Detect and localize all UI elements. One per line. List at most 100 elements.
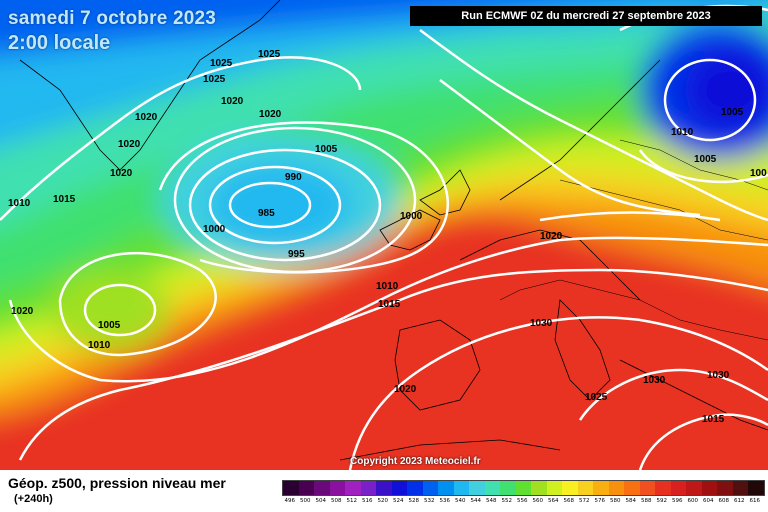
isobar-label: 1010 xyxy=(88,340,111,351)
scale-swatch xyxy=(531,481,547,495)
scale-swatch xyxy=(422,481,438,495)
scale-tick-label: 552 xyxy=(501,498,513,504)
isobar-label: 1015 xyxy=(378,299,401,310)
scale-swatch xyxy=(453,481,469,495)
scale-swatch xyxy=(360,481,376,495)
scale-tick-label: 544 xyxy=(470,498,482,504)
scale-swatch xyxy=(329,481,345,495)
isobar-labels: 1025 1025 1025 1020 1020 1020 1020 1020 … xyxy=(8,49,767,425)
scale-tick-label: 524 xyxy=(393,498,404,504)
scale-tick-label: 600 xyxy=(687,498,699,504)
isobar-label: 1030 xyxy=(707,370,730,381)
scale-tick-label: 556 xyxy=(517,498,528,504)
isobar-label: 1025 xyxy=(203,74,226,85)
scale-tick-label: 568 xyxy=(563,498,575,504)
isobar-label: 1030 xyxy=(643,375,666,386)
legend-subtitle: (+240h) xyxy=(14,493,53,505)
scale-tick-label: 572 xyxy=(579,498,590,504)
scale-swatch xyxy=(624,481,640,495)
scale-tick-label: 520 xyxy=(377,498,389,504)
isobar-label: 1020 xyxy=(259,109,282,120)
scale-swatch xyxy=(562,481,578,495)
isobar-label: 1020 xyxy=(110,168,133,179)
scale-tick-label: 528 xyxy=(408,498,420,504)
isobar-label: 1025 xyxy=(585,392,608,403)
scale-swatch xyxy=(391,481,407,495)
scale-swatch xyxy=(593,481,609,495)
scale-tick-label: 608 xyxy=(718,498,730,504)
scale-tick-label: 580 xyxy=(610,498,621,504)
scale-swatch xyxy=(438,481,454,495)
scale-swatch xyxy=(701,481,717,495)
isobar-label: 1020 xyxy=(394,384,417,395)
color-scale xyxy=(282,480,765,496)
isobar-label: 100 xyxy=(750,168,767,179)
forecast-time-title: 2:00 locale xyxy=(8,32,111,54)
isobar-label: 1030 xyxy=(530,318,553,329)
isobar-label: 1010 xyxy=(376,281,399,292)
isobar-label: 1005 xyxy=(694,154,717,165)
scale-tick-label: 496 xyxy=(284,498,296,504)
isobar-label: 985 xyxy=(258,208,275,219)
isobar-label: 1000 xyxy=(400,211,423,222)
isobar-label: 1015 xyxy=(702,414,725,425)
scale-tick-label: 612 xyxy=(734,498,745,504)
scale-tick-label: 576 xyxy=(594,498,606,504)
model-run-info: Run ECMWF 0Z du mercredi 27 septembre 20… xyxy=(410,6,762,26)
color-scale-ticks: 496 500 504 508 512 516 520 524 528 532 536 540 544 5… xyxy=(282,498,763,504)
scale-swatch xyxy=(717,481,733,495)
scale-swatch xyxy=(732,481,748,495)
scale-tick-label: 516 xyxy=(362,498,373,504)
isobar-label: 1025 xyxy=(258,49,281,60)
isobar-label: 1020 xyxy=(540,231,563,242)
scale-swatch xyxy=(608,481,624,495)
map-canvas: 1025 1025 1025 1020 1020 1020 1020 1020 … xyxy=(0,0,768,470)
legend-title: Géop. z500, pression niveau mer xyxy=(8,475,226,491)
coastlines xyxy=(19,0,768,461)
scale-tick-label: 596 xyxy=(672,498,683,504)
isobar-label: 1000 xyxy=(203,224,226,235)
scale-tick-label: 500 xyxy=(300,498,311,504)
scale-swatch xyxy=(670,481,686,495)
isobar-label: 1015 xyxy=(53,194,76,205)
scale-swatch xyxy=(748,481,764,495)
weather-map: 1025 1025 1025 1020 1020 1020 1020 1020 … xyxy=(0,0,768,470)
copyright-text: Copyright 2023 Meteociel.fr xyxy=(350,456,481,467)
isobar-label: 1020 xyxy=(11,306,34,317)
isobars xyxy=(0,4,768,470)
scale-tick-label: 504 xyxy=(315,498,327,504)
isobar-label: 1020 xyxy=(221,96,244,107)
isobar-label: 1010 xyxy=(8,198,31,209)
scale-swatch xyxy=(515,481,531,495)
scale-swatch xyxy=(639,481,655,495)
scale-tick-label: 512 xyxy=(346,498,358,504)
forecast-date-title: samedi 7 octobre 2023 xyxy=(8,8,217,29)
scale-tick-label: 508 xyxy=(331,498,342,504)
scale-swatch xyxy=(484,481,500,495)
isobar-label: 990 xyxy=(285,172,302,183)
isobar-label: 1005 xyxy=(98,320,121,331)
scale-swatch xyxy=(283,481,299,495)
isobar-label: 1010 xyxy=(671,127,694,138)
scale-swatch xyxy=(577,481,593,495)
scale-swatch xyxy=(376,481,392,495)
isobar-label: 1005 xyxy=(315,144,338,155)
scale-tick-label: 532 xyxy=(424,498,435,504)
scale-swatch xyxy=(407,481,423,495)
legend-bar: Géop. z500, pression niveau mer (+240h) … xyxy=(0,470,768,512)
isobar-label: 1020 xyxy=(118,139,141,150)
scale-swatch xyxy=(546,481,562,495)
scale-swatch xyxy=(314,481,330,495)
isobar-label: 1005 xyxy=(721,107,744,118)
scale-tick-label: 616 xyxy=(749,498,761,504)
isobar-label: 1020 xyxy=(135,112,158,123)
isobar-label: 1025 xyxy=(210,58,233,69)
scale-tick-label: 564 xyxy=(548,498,559,504)
scale-tick-label: 540 xyxy=(455,498,466,504)
isobar-label: 995 xyxy=(288,249,305,260)
scale-swatch xyxy=(298,481,314,495)
scale-tick-label: 584 xyxy=(625,498,637,504)
scale-tick-label: 592 xyxy=(656,498,668,504)
scale-swatch xyxy=(655,481,671,495)
scale-swatch xyxy=(500,481,516,495)
